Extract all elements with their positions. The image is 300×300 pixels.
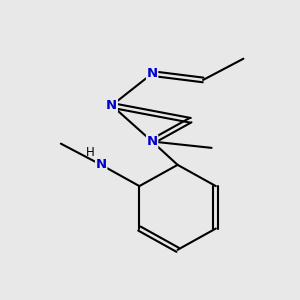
Text: N: N — [147, 67, 158, 80]
Text: N: N — [147, 135, 158, 148]
Text: N: N — [106, 99, 117, 112]
Text: N: N — [96, 158, 107, 171]
Text: H: H — [86, 146, 95, 160]
